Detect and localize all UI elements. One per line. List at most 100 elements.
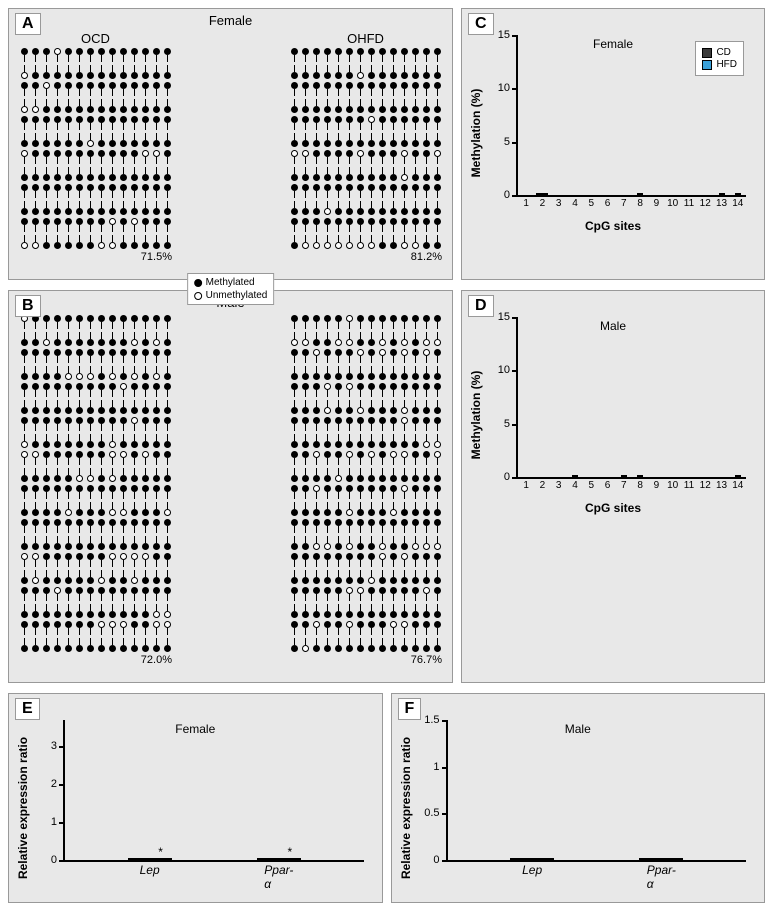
lollipop-site — [432, 587, 442, 601]
lollipop-site — [151, 150, 161, 164]
lollipop-site — [30, 133, 40, 147]
significance-star: * — [288, 845, 293, 859]
lollipop-site — [30, 184, 40, 198]
x-tick-label: 7 — [621, 198, 627, 209]
lollipop-site — [399, 519, 409, 533]
lollipop-site — [322, 349, 332, 363]
lollipop-site — [30, 553, 40, 567]
lollipop-site — [118, 167, 128, 181]
lollipop-site — [19, 468, 29, 482]
lollipop-site — [107, 65, 117, 79]
lollipop-site — [366, 332, 376, 346]
lollipop-site — [388, 434, 398, 448]
lollipop-site — [19, 451, 29, 465]
lollipop-site — [118, 116, 128, 130]
lollipop-site — [140, 434, 150, 448]
lollipop-site — [344, 485, 354, 499]
lollipop-site — [129, 116, 139, 130]
y-tick-label: 0 — [433, 854, 439, 866]
lollipop-site — [129, 553, 139, 567]
lollipop-site — [151, 167, 161, 181]
lollipop-site — [63, 235, 73, 249]
lollipop-site — [140, 99, 150, 113]
lollipop-site — [366, 468, 376, 482]
lollipop-site — [63, 536, 73, 550]
lollipop-site — [140, 167, 150, 181]
x-tick-label: 5 — [588, 480, 594, 491]
lollipop-site — [162, 519, 172, 533]
lollipop-site — [432, 485, 442, 499]
lollipop-site — [151, 366, 161, 380]
lollipop-site — [118, 417, 128, 431]
lollipop-site — [344, 587, 354, 601]
figure: A Female OCD71.5%OHFD81.2% C FemaleMethy… — [0, 0, 773, 921]
lollipop-site — [129, 201, 139, 215]
lollipop-row — [19, 133, 172, 147]
lollipop-site — [19, 218, 29, 232]
lollipop-site — [289, 434, 299, 448]
lollipop-row — [289, 570, 442, 584]
lollipop-row — [289, 587, 442, 601]
lollipop-site — [96, 332, 106, 346]
lollipop-site — [322, 201, 332, 215]
lollipop-site — [30, 400, 40, 414]
lollipop-site — [388, 184, 398, 198]
lollipop-site — [311, 99, 321, 113]
lollipop-site — [129, 150, 139, 164]
lollipop-site — [300, 235, 310, 249]
lollipop-site — [344, 468, 354, 482]
lollipop-site — [366, 400, 376, 414]
lollipop-site — [63, 48, 73, 62]
lollipop-row — [19, 150, 172, 164]
lollipop-site — [333, 218, 343, 232]
lollipop-site — [74, 184, 84, 198]
lollipop-site — [140, 133, 150, 147]
lollipop-site — [311, 349, 321, 363]
lollipop-site — [344, 349, 354, 363]
bar-group: Ppar-α — [639, 858, 683, 860]
lollipop-site — [366, 417, 376, 431]
lollipop-site — [344, 332, 354, 346]
lollipop-site — [52, 150, 62, 164]
lollipop-site — [399, 315, 409, 329]
lollipop-site — [85, 383, 95, 397]
lollipop-site — [322, 235, 332, 249]
lollipop-site — [289, 116, 299, 130]
lollipop-site — [410, 417, 420, 431]
lollipop-site — [410, 235, 420, 249]
lollipop-site — [410, 116, 420, 130]
lollipop-site — [74, 167, 84, 181]
lollipop-site — [162, 99, 172, 113]
lollipop-site — [289, 621, 299, 635]
x-tick-label: 10 — [667, 480, 678, 491]
lollipop-site — [388, 218, 398, 232]
lollipop-site — [151, 570, 161, 584]
lollipop-site — [300, 621, 310, 635]
lollipop-site — [162, 621, 172, 635]
lollipop-site — [129, 485, 139, 499]
lollipop-site — [118, 621, 128, 635]
lollipop-site — [19, 383, 29, 397]
lollipop-site — [151, 621, 161, 635]
lollipop-site — [107, 536, 117, 550]
lollipop-site — [30, 519, 40, 533]
lollipop-site — [96, 383, 106, 397]
lollipop-site — [366, 65, 376, 79]
lollipop-site — [129, 65, 139, 79]
swatch-cd — [702, 48, 712, 58]
lollipop-site — [289, 235, 299, 249]
lollipop-site — [74, 468, 84, 482]
lollipop-site — [311, 502, 321, 516]
lollipop-site — [366, 638, 376, 652]
bar-slot: 2 — [534, 193, 550, 195]
lollipop-site — [52, 349, 62, 363]
lollipop-site — [41, 536, 51, 550]
lollipop-site — [311, 201, 321, 215]
lollipop-site — [399, 570, 409, 584]
lollipop-site — [333, 184, 343, 198]
lollipop-site — [107, 638, 117, 652]
lollipop-site — [333, 502, 343, 516]
lollipop-site — [432, 400, 442, 414]
lollipop-row — [19, 485, 172, 499]
lollipop-site — [432, 167, 442, 181]
